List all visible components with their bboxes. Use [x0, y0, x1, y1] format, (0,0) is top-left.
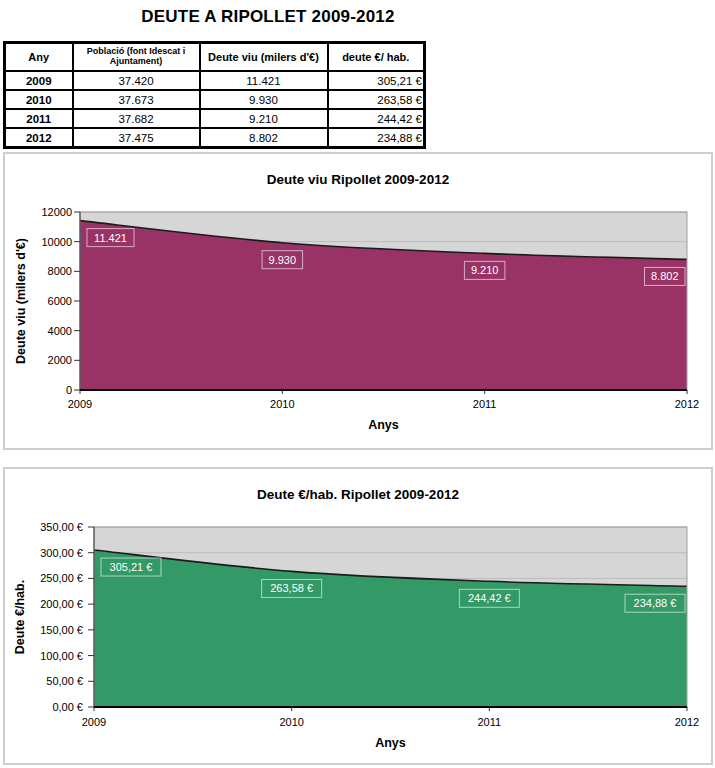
- table-cell: 263,58 €: [328, 90, 425, 109]
- table-cell: 9.210: [200, 109, 328, 128]
- y-tick-label: 200,00 €: [40, 598, 83, 610]
- x-axis-title: Anys: [375, 736, 406, 750]
- y-tick-label: 10000: [41, 236, 72, 248]
- x-tick-label: 2009: [68, 398, 92, 410]
- data-label: 305,21 €: [110, 561, 153, 573]
- table-header-row: AnyPoblació (font Idescat i Ajuntament)D…: [5, 43, 425, 72]
- x-tick-label: 2010: [279, 716, 303, 728]
- table-row: 201137.6829.210244,42 €: [5, 109, 425, 128]
- y-tick-label: 300,00 €: [40, 547, 83, 559]
- table-header-row: AnyPoblació (font Idescat i Ajuntament)D…: [5, 43, 425, 72]
- table-row: 201237.4758.802234,88 €: [5, 128, 425, 148]
- y-tick-label: 8000: [48, 265, 72, 277]
- x-tick-label: 2011: [478, 716, 502, 728]
- table-cell: 244,42 €: [328, 109, 425, 128]
- column-header: Any: [5, 43, 73, 72]
- chart-canvas: 0,00 € 50,00 € 100,00 € 150,00 € 200,00 € 250…: [5, 469, 711, 763]
- data-label: 9.930: [269, 254, 297, 266]
- chart-title: Deute €/hab. Ripollet 2009-2012: [257, 487, 459, 502]
- data-label: 11.421: [94, 232, 127, 244]
- chart-deute-per-hab: 0,00 € 50,00 € 100,00 € 150,00 € 200,00 € 250…: [3, 467, 713, 765]
- table-cell: 37.475: [73, 128, 200, 148]
- column-header: Deute viu (milers d'€): [200, 43, 328, 72]
- chart-title: Deute viu Ripollet 2009-2012: [267, 172, 449, 187]
- chart-canvas: 0 2000 4000 6000 8000 10000 12000 2009 2010 2011 2…: [5, 154, 711, 448]
- table-cell: 2009: [5, 71, 73, 90]
- y-tick-label: 4000: [48, 325, 72, 337]
- y-tick-label: 50,00 €: [46, 675, 83, 687]
- table-row: 201037.6739.930263,58 €: [5, 90, 425, 109]
- table-cell: 11.421: [200, 71, 328, 90]
- page: DEUTE A RIPOLLET 2009-2012 AnyPoblació (…: [0, 0, 715, 768]
- table-cell: 37.673: [73, 90, 200, 109]
- y-tick-label: 350,00 €: [40, 521, 83, 533]
- y-axis-title: Deute viu (milers d'€): [14, 238, 28, 364]
- y-tick-label: 150,00 €: [40, 624, 83, 636]
- y-tick-label: 6000: [48, 295, 72, 307]
- y-tick-label: 100,00 €: [40, 650, 83, 662]
- table-cell: 234,88 €: [328, 128, 425, 148]
- x-axis-title: Anys: [368, 418, 399, 432]
- x-tick-label: 2009: [82, 716, 106, 728]
- data-label: 9.210: [471, 264, 499, 276]
- table-cell: 37.420: [73, 71, 200, 90]
- debt-table: AnyPoblació (font Idescat i Ajuntament)D…: [3, 41, 426, 149]
- y-tick-label: 2000: [48, 354, 72, 366]
- table-body: 200937.42011.421305,21 €201037.6739.9302…: [5, 71, 425, 148]
- page-title: DEUTE A RIPOLLET 2009-2012: [141, 7, 394, 27]
- table-cell: 2012: [5, 128, 73, 148]
- y-tick-label: 12000: [41, 206, 72, 218]
- table-cell: 9.930: [200, 90, 328, 109]
- x-tick-label: 2011: [473, 398, 497, 410]
- table-cell: 305,21 €: [328, 71, 425, 90]
- y-tick-label: 0: [66, 384, 72, 396]
- table-cell: 2010: [5, 90, 73, 109]
- data-label: 234,88 €: [634, 597, 677, 609]
- x-tick-label: 2010: [270, 398, 294, 410]
- y-tick-label: 250,00 €: [40, 572, 83, 584]
- data-label: 263,58 €: [270, 582, 313, 594]
- data-label: 244,42 €: [468, 592, 511, 604]
- data-label: 8.802: [651, 270, 679, 282]
- x-tick-label: 2012: [675, 398, 699, 410]
- x-tick-label: 2012: [675, 716, 699, 728]
- table-row: 200937.42011.421305,21 €: [5, 71, 425, 90]
- y-tick-label: 0,00 €: [52, 701, 83, 713]
- table-cell: 37.682: [73, 109, 200, 128]
- column-header: Població (font Idescat i Ajuntament): [73, 43, 200, 72]
- column-header: deute €/ hab.: [328, 43, 425, 72]
- table-cell: 2011: [5, 109, 73, 128]
- y-axis-title: Deute €/hab.: [13, 580, 27, 654]
- table-cell: 8.802: [200, 128, 328, 148]
- chart-deute-viu: 0 2000 4000 6000 8000 10000 12000 2009 2010 2011 2…: [3, 152, 713, 450]
